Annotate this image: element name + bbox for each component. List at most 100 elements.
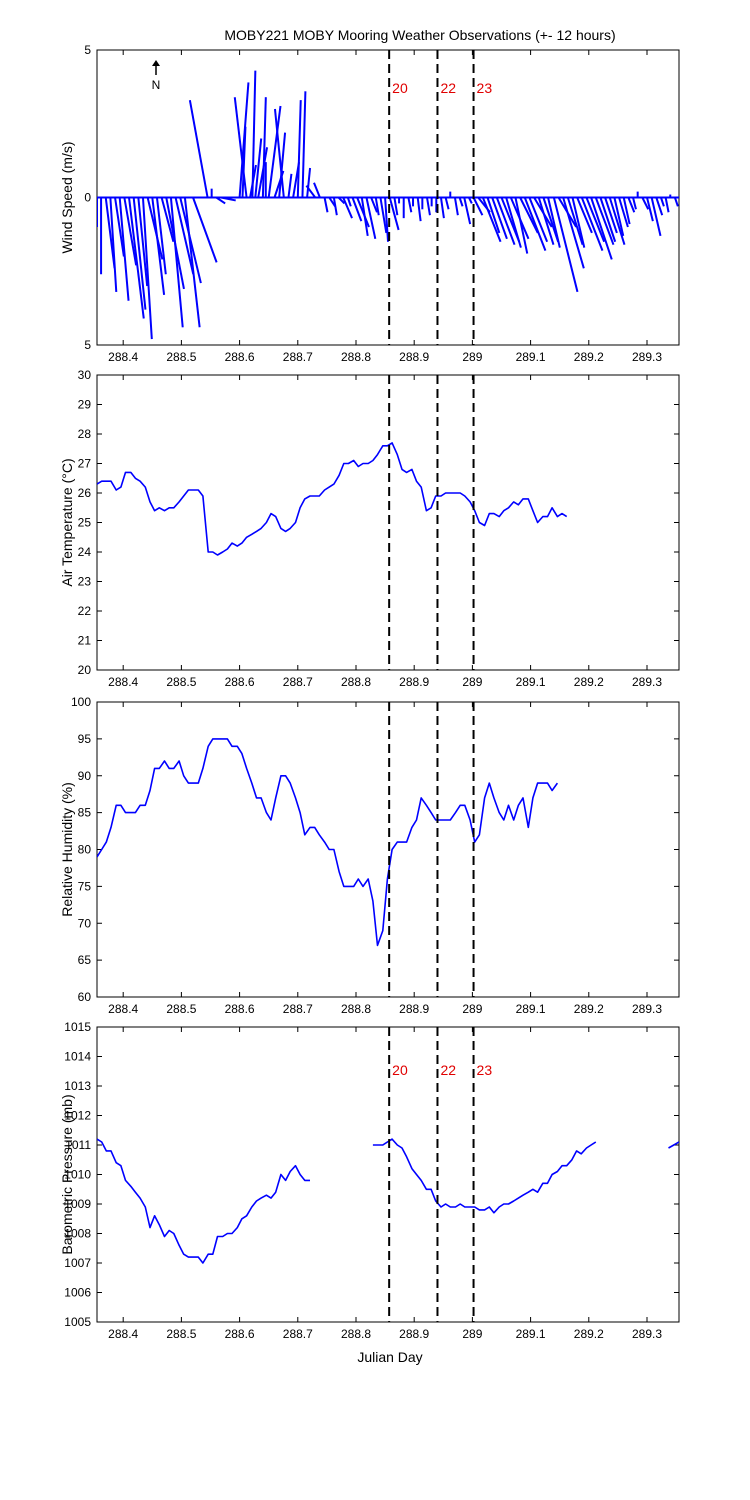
wind-stick [547,197,561,248]
wind-stick [233,97,248,198]
y-tick-label: 65 [78,953,92,967]
wind-stick [537,197,555,245]
x-tick-label: 288.8 [341,350,371,364]
wind-stick [566,197,584,245]
wind-stick [407,197,413,213]
x-tick-label: 288.7 [283,1327,313,1341]
wind-stick [505,197,522,248]
wind-stick [351,197,363,222]
wind-stick [360,197,369,237]
x-tick-label: 288.9 [399,1327,429,1341]
x-tick-label: 288.6 [225,350,255,364]
y-tick-label: 1011 [65,1138,91,1152]
x-tick-label: 289.1 [516,1002,546,1016]
wind-stick [132,197,147,310]
event-marker-label: 20 [392,80,408,96]
wind-stick [444,197,450,210]
event-marker-label: 22 [440,1062,456,1078]
y-tick-label: 21 [78,634,92,648]
wind-stick [114,197,125,257]
wind-stick [585,197,606,243]
x-tick-label: 288.9 [399,1002,429,1016]
x-tick-label: 289 [462,350,482,364]
wind-stick [273,108,285,198]
wind-stick [267,105,282,198]
wind-stick [183,197,201,328]
wind-stick [472,197,484,216]
wind-stick [155,197,167,275]
y-tick-label: 1008 [64,1227,91,1241]
wind-stick [641,197,650,210]
event-marker-label: 22 [440,80,456,96]
wind-stick [356,197,370,228]
wind-stick [192,197,218,263]
wind-stick [608,197,626,245]
wind-stick [393,197,399,216]
wind-stick [519,197,539,234]
wind-stick [141,197,153,340]
x-tick-label: 288.7 [283,675,313,689]
y-tick-label: 90 [78,769,92,783]
wind-stick [604,197,618,234]
event-marker-label: 23 [477,1062,493,1078]
plot-area [97,442,568,556]
y-axis-label: Air Temperature (°C) [59,458,75,586]
x-tick-label: 289.1 [516,675,546,689]
y-tick-label: 1015 [64,1020,91,1034]
series-line [668,1141,679,1149]
x-tick-label: 289.1 [516,1327,546,1341]
x-tick-label: 289.2 [574,350,604,364]
x-tick-label: 288.5 [166,1327,196,1341]
y-tick-label: 29 [78,398,92,412]
event-marker-label: 20 [392,1062,408,1078]
wind-stick [552,197,579,293]
plot-frame [96,1026,680,1323]
series-line [97,442,568,556]
wind-stick [664,197,670,213]
y-tick-label: 20 [78,663,92,677]
event-marker-label: 23 [477,80,493,96]
wind-stick [468,197,473,204]
wind-stick [313,182,321,198]
wind-stick [416,197,422,222]
x-tick-label: 288.6 [225,1327,255,1341]
series-line [97,738,559,947]
wind-stick [128,197,145,319]
wind-stick [337,196,346,205]
wind-stick [287,173,293,198]
y-tick-label: 1009 [64,1197,91,1211]
y-tick-label: 80 [78,843,92,857]
wind-stick [627,197,636,213]
wind-stick [215,196,226,205]
y-tick-label: 1010 [64,1168,91,1182]
wind-stick [123,197,138,266]
figure-title: MOBY221 MOBY Mooring Weather Observation… [224,27,615,43]
wind-stick [580,197,604,251]
x-tick-label: 289.2 [574,1002,604,1016]
series-line [372,1138,597,1214]
wind-stick [254,138,263,198]
x-tick-label: 288.4 [108,1002,138,1016]
wind-stick [523,197,547,251]
plot-area [97,1138,679,1264]
wind-stick [220,196,236,202]
x-ticks [97,374,679,671]
wind-stick [514,197,529,254]
y-tick-label: 1013 [64,1079,91,1093]
x-tick-label: 288.8 [341,1327,371,1341]
wind-stick [463,197,472,225]
wind-stick [160,197,175,243]
y-tick-label: 5 [84,43,91,57]
panel-pressure: 288.4 288.5 288.6 288.7 288.8 288.9 289 289.1 28… [59,1020,680,1341]
y-tick-label: 5 [84,338,91,352]
y-tick-label: 60 [78,990,92,1004]
wind-stick [562,197,585,269]
plot-frame [96,701,680,998]
wind-stick [576,197,593,234]
x-tick-label: 288.8 [341,675,371,689]
wind-stick [365,197,377,240]
series-line [97,1138,310,1264]
wind-stick [618,197,629,228]
x-tick-label: 289.3 [632,1002,662,1016]
y-tick-label: 85 [78,806,92,820]
